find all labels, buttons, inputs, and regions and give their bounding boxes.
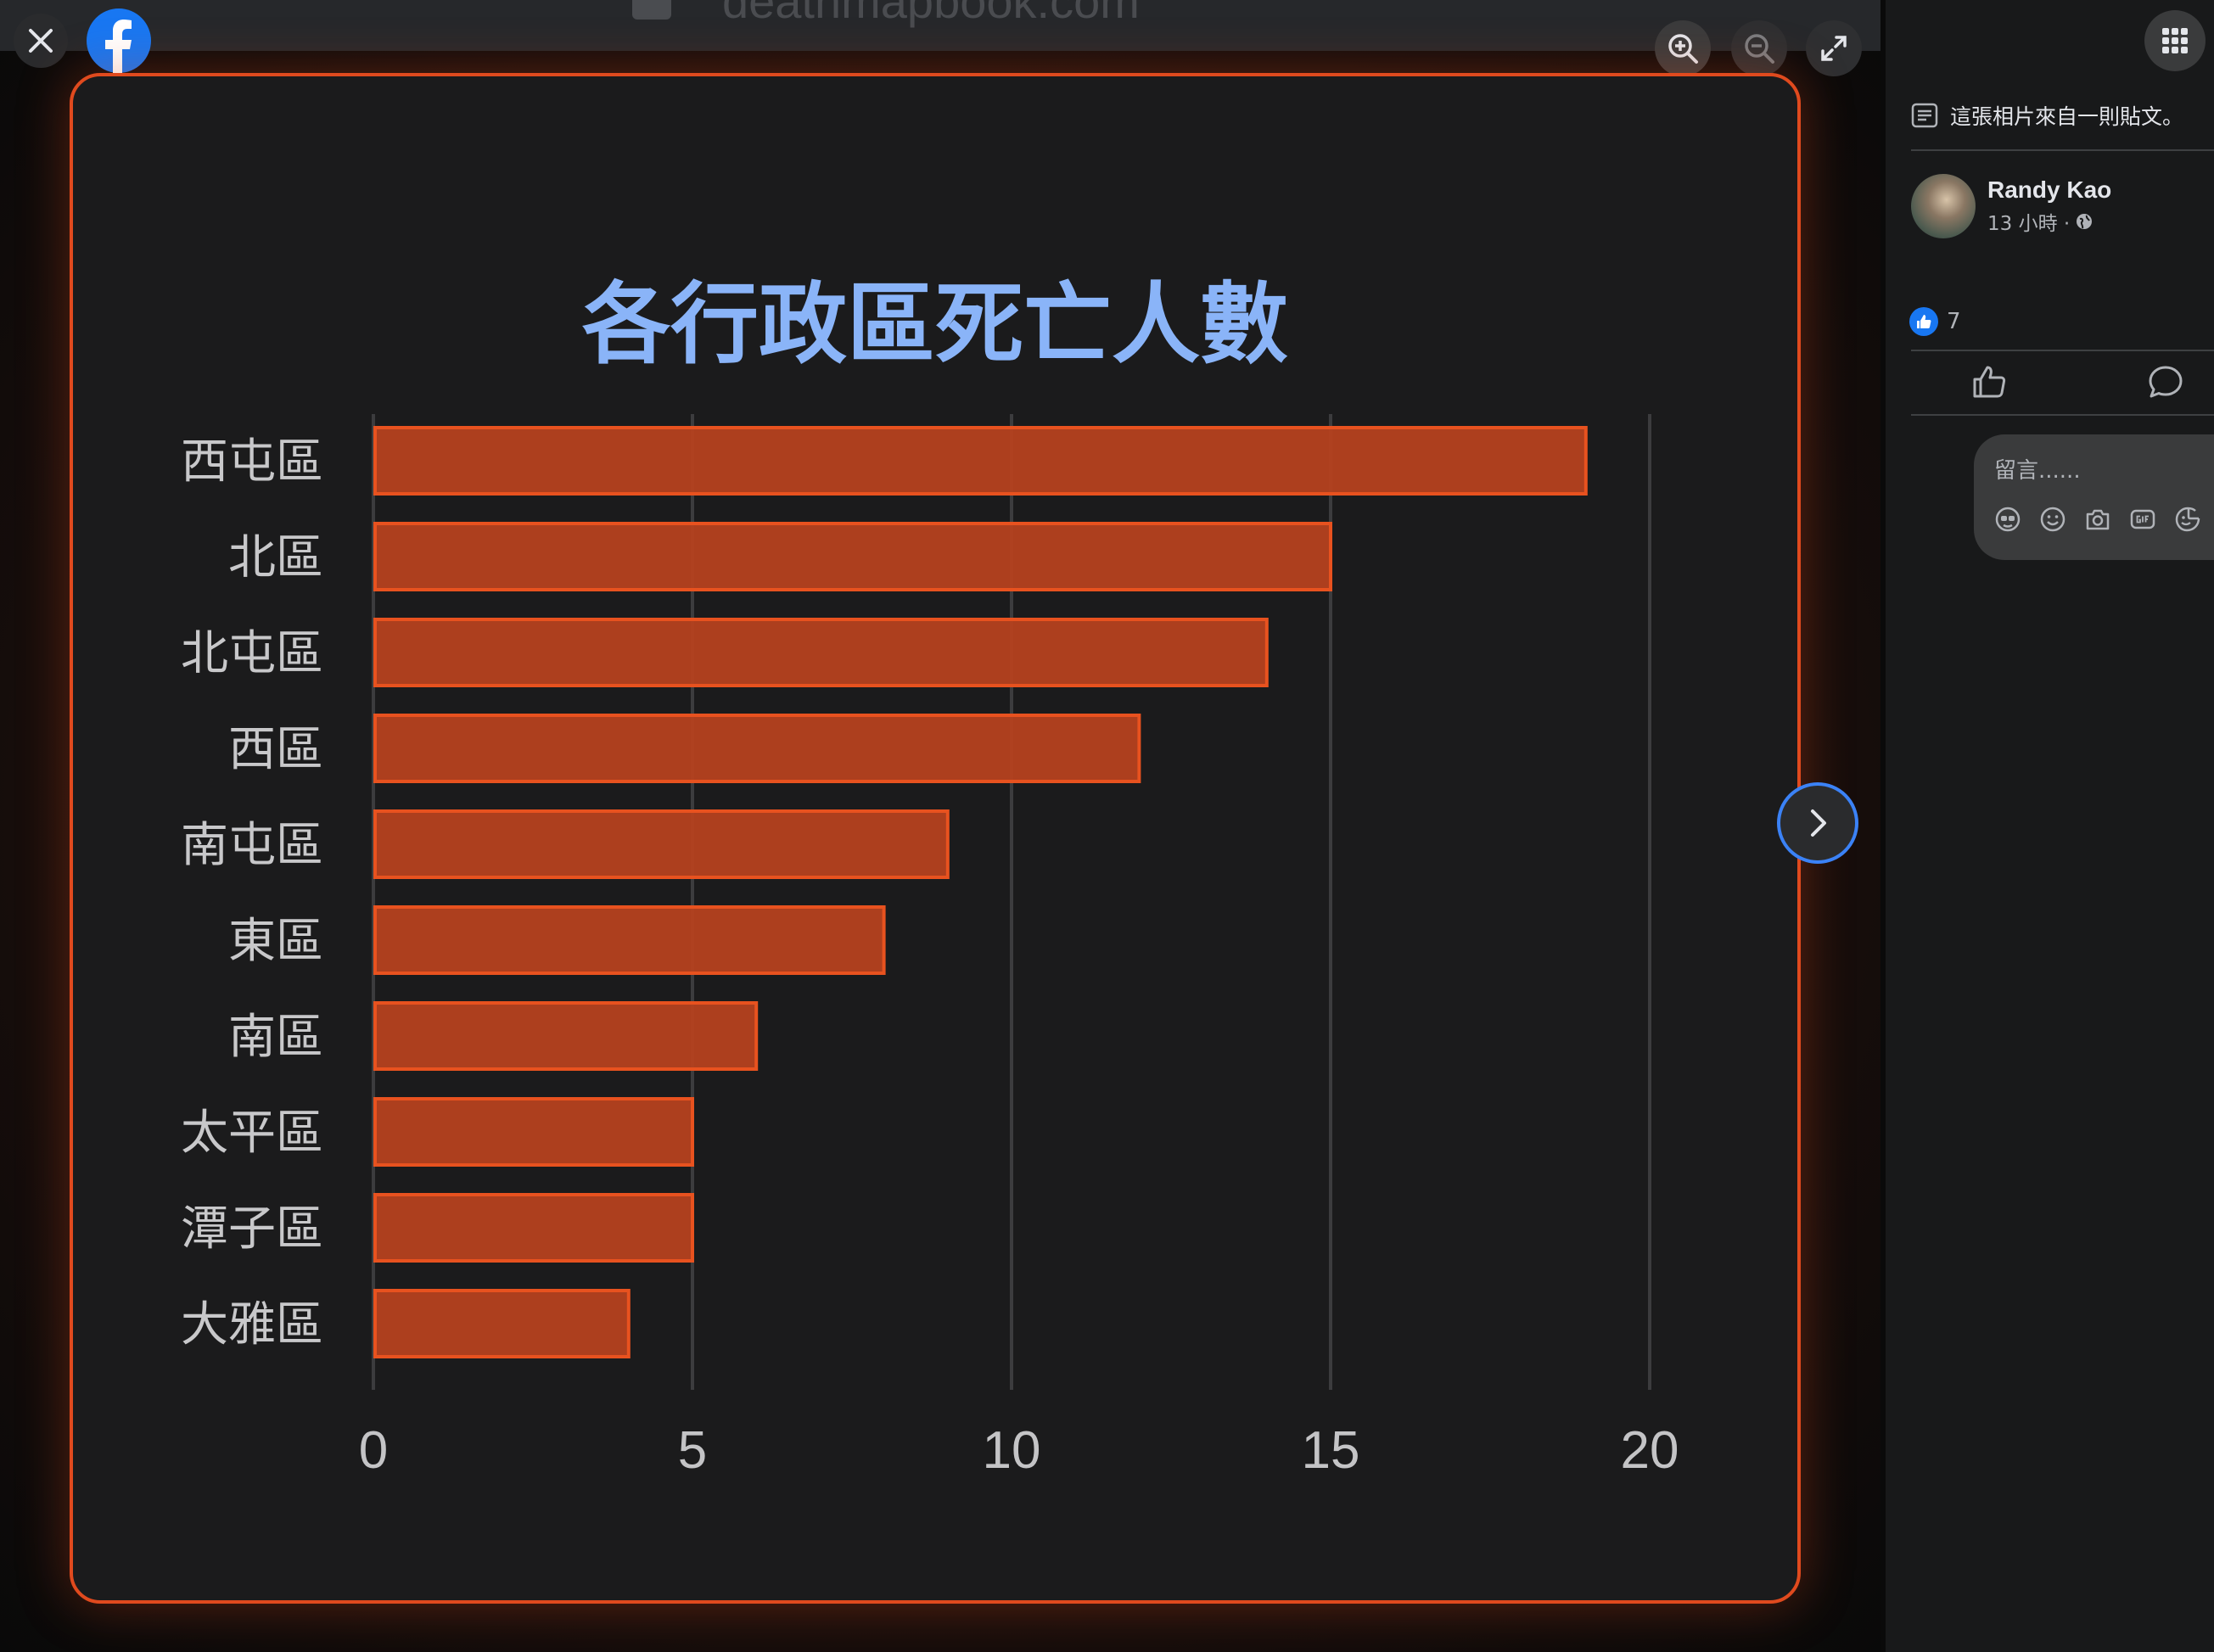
category-label: 西區 xyxy=(228,722,323,777)
bar xyxy=(373,1193,694,1263)
post-sidebar: 這張相片來自一則貼文。 Randy Kao 13 小時 · 7 留言...... xyxy=(1880,0,2214,1652)
category-label: 南區 xyxy=(228,1010,323,1065)
zoom-in-icon xyxy=(1668,34,1698,64)
x-tick-label: 10 xyxy=(983,1421,1041,1480)
divider xyxy=(1911,350,2214,351)
url-watermark: deathmapbook.com xyxy=(632,0,1140,27)
bar xyxy=(373,618,1269,687)
bar xyxy=(373,905,886,975)
sticker-icon[interactable] xyxy=(2174,506,2201,533)
comment-placeholder: 留言...... xyxy=(1994,458,2081,484)
comment-input[interactable]: 留言...... xyxy=(1974,434,2214,560)
emoji-icon[interactable] xyxy=(2039,506,2066,533)
bars xyxy=(373,426,1588,1358)
close-button[interactable] xyxy=(14,14,68,68)
comment-icon xyxy=(2149,366,2183,398)
x-tick-label: 20 xyxy=(1621,1421,1679,1480)
bar xyxy=(373,1097,694,1167)
category-label: 大雅區 xyxy=(181,1297,323,1352)
camera-icon[interactable] xyxy=(2084,506,2111,533)
x-tick-label: 15 xyxy=(1302,1421,1360,1480)
divider xyxy=(1911,149,2214,151)
divider xyxy=(1911,414,2214,416)
category-label: 北屯區 xyxy=(181,626,323,681)
category-label: 太平區 xyxy=(181,1106,323,1161)
chart-image: 各行政區死亡人數 西屯區北區北屯區西區南屯區東區南區太平區潭子區大雅區 0 5 10… xyxy=(70,73,1801,1604)
post-source-link[interactable]: 這張相片來自一則貼文。 xyxy=(1911,100,2183,131)
zoom-out-button[interactable] xyxy=(1731,20,1787,76)
bar xyxy=(373,426,1588,496)
apps-menu-button[interactable] xyxy=(2144,10,2206,71)
zoom-in-button[interactable] xyxy=(1655,20,1711,76)
like-reaction-icon xyxy=(1909,307,1938,336)
globe-icon xyxy=(2077,214,2093,229)
fullscreen-icon xyxy=(1821,36,1847,61)
thumbs-up-icon xyxy=(1973,366,2006,398)
x-tick-label: 5 xyxy=(678,1421,707,1480)
bar xyxy=(373,1001,759,1071)
facebook-logo[interactable] xyxy=(85,7,153,75)
like-button[interactable] xyxy=(1970,363,2008,404)
category-label: 西屯區 xyxy=(181,434,323,490)
bar xyxy=(373,522,1332,591)
avatar-sticker-icon[interactable] xyxy=(1994,506,2021,533)
close-icon xyxy=(29,29,53,53)
chart-title: 各行政區死亡人數 xyxy=(582,272,1288,376)
viewer-top-bar: deathmapbook.com xyxy=(0,0,1880,51)
category-label: 東區 xyxy=(228,914,323,969)
x-tick-labels: 0 5 10 15 20 xyxy=(359,1421,1679,1480)
chevron-right-icon xyxy=(1811,809,1826,837)
post-time-text: 13 小時 · xyxy=(1987,213,2071,235)
category-label: 潭子區 xyxy=(181,1201,323,1257)
grid-menu-icon xyxy=(2162,28,2188,53)
category-label: 南屯區 xyxy=(181,818,323,873)
comment-toolbar xyxy=(1994,506,2201,533)
comment-button[interactable] xyxy=(2147,363,2184,404)
photo-viewer: deathmapbook.com 各行政區死亡人數 西屯區北區北屯區西區南屯區東… xyxy=(0,0,1880,1652)
zoom-out-icon xyxy=(1745,34,1774,64)
reaction-count: 7 xyxy=(1947,309,1961,334)
post-source-text: 這張相片來自一則貼文。 xyxy=(1950,104,2184,129)
bar xyxy=(373,714,1141,783)
x-tick-label: 0 xyxy=(359,1421,388,1480)
post-time[interactable]: 13 小時 · xyxy=(1987,207,2111,236)
next-photo-button[interactable] xyxy=(1777,782,1858,864)
category-label: 北區 xyxy=(228,530,323,585)
bar xyxy=(373,1289,631,1358)
bar xyxy=(373,809,950,879)
fullscreen-button[interactable] xyxy=(1806,20,1862,76)
avatar[interactable] xyxy=(1911,174,1976,238)
gif-icon[interactable] xyxy=(2129,506,2156,533)
post-icon xyxy=(1911,103,1938,128)
reactions-summary[interactable]: 7 xyxy=(1909,307,1961,336)
author-name[interactable]: Randy Kao xyxy=(1987,176,2112,203)
author-row: Randy Kao 13 小時 · xyxy=(1911,174,2111,238)
